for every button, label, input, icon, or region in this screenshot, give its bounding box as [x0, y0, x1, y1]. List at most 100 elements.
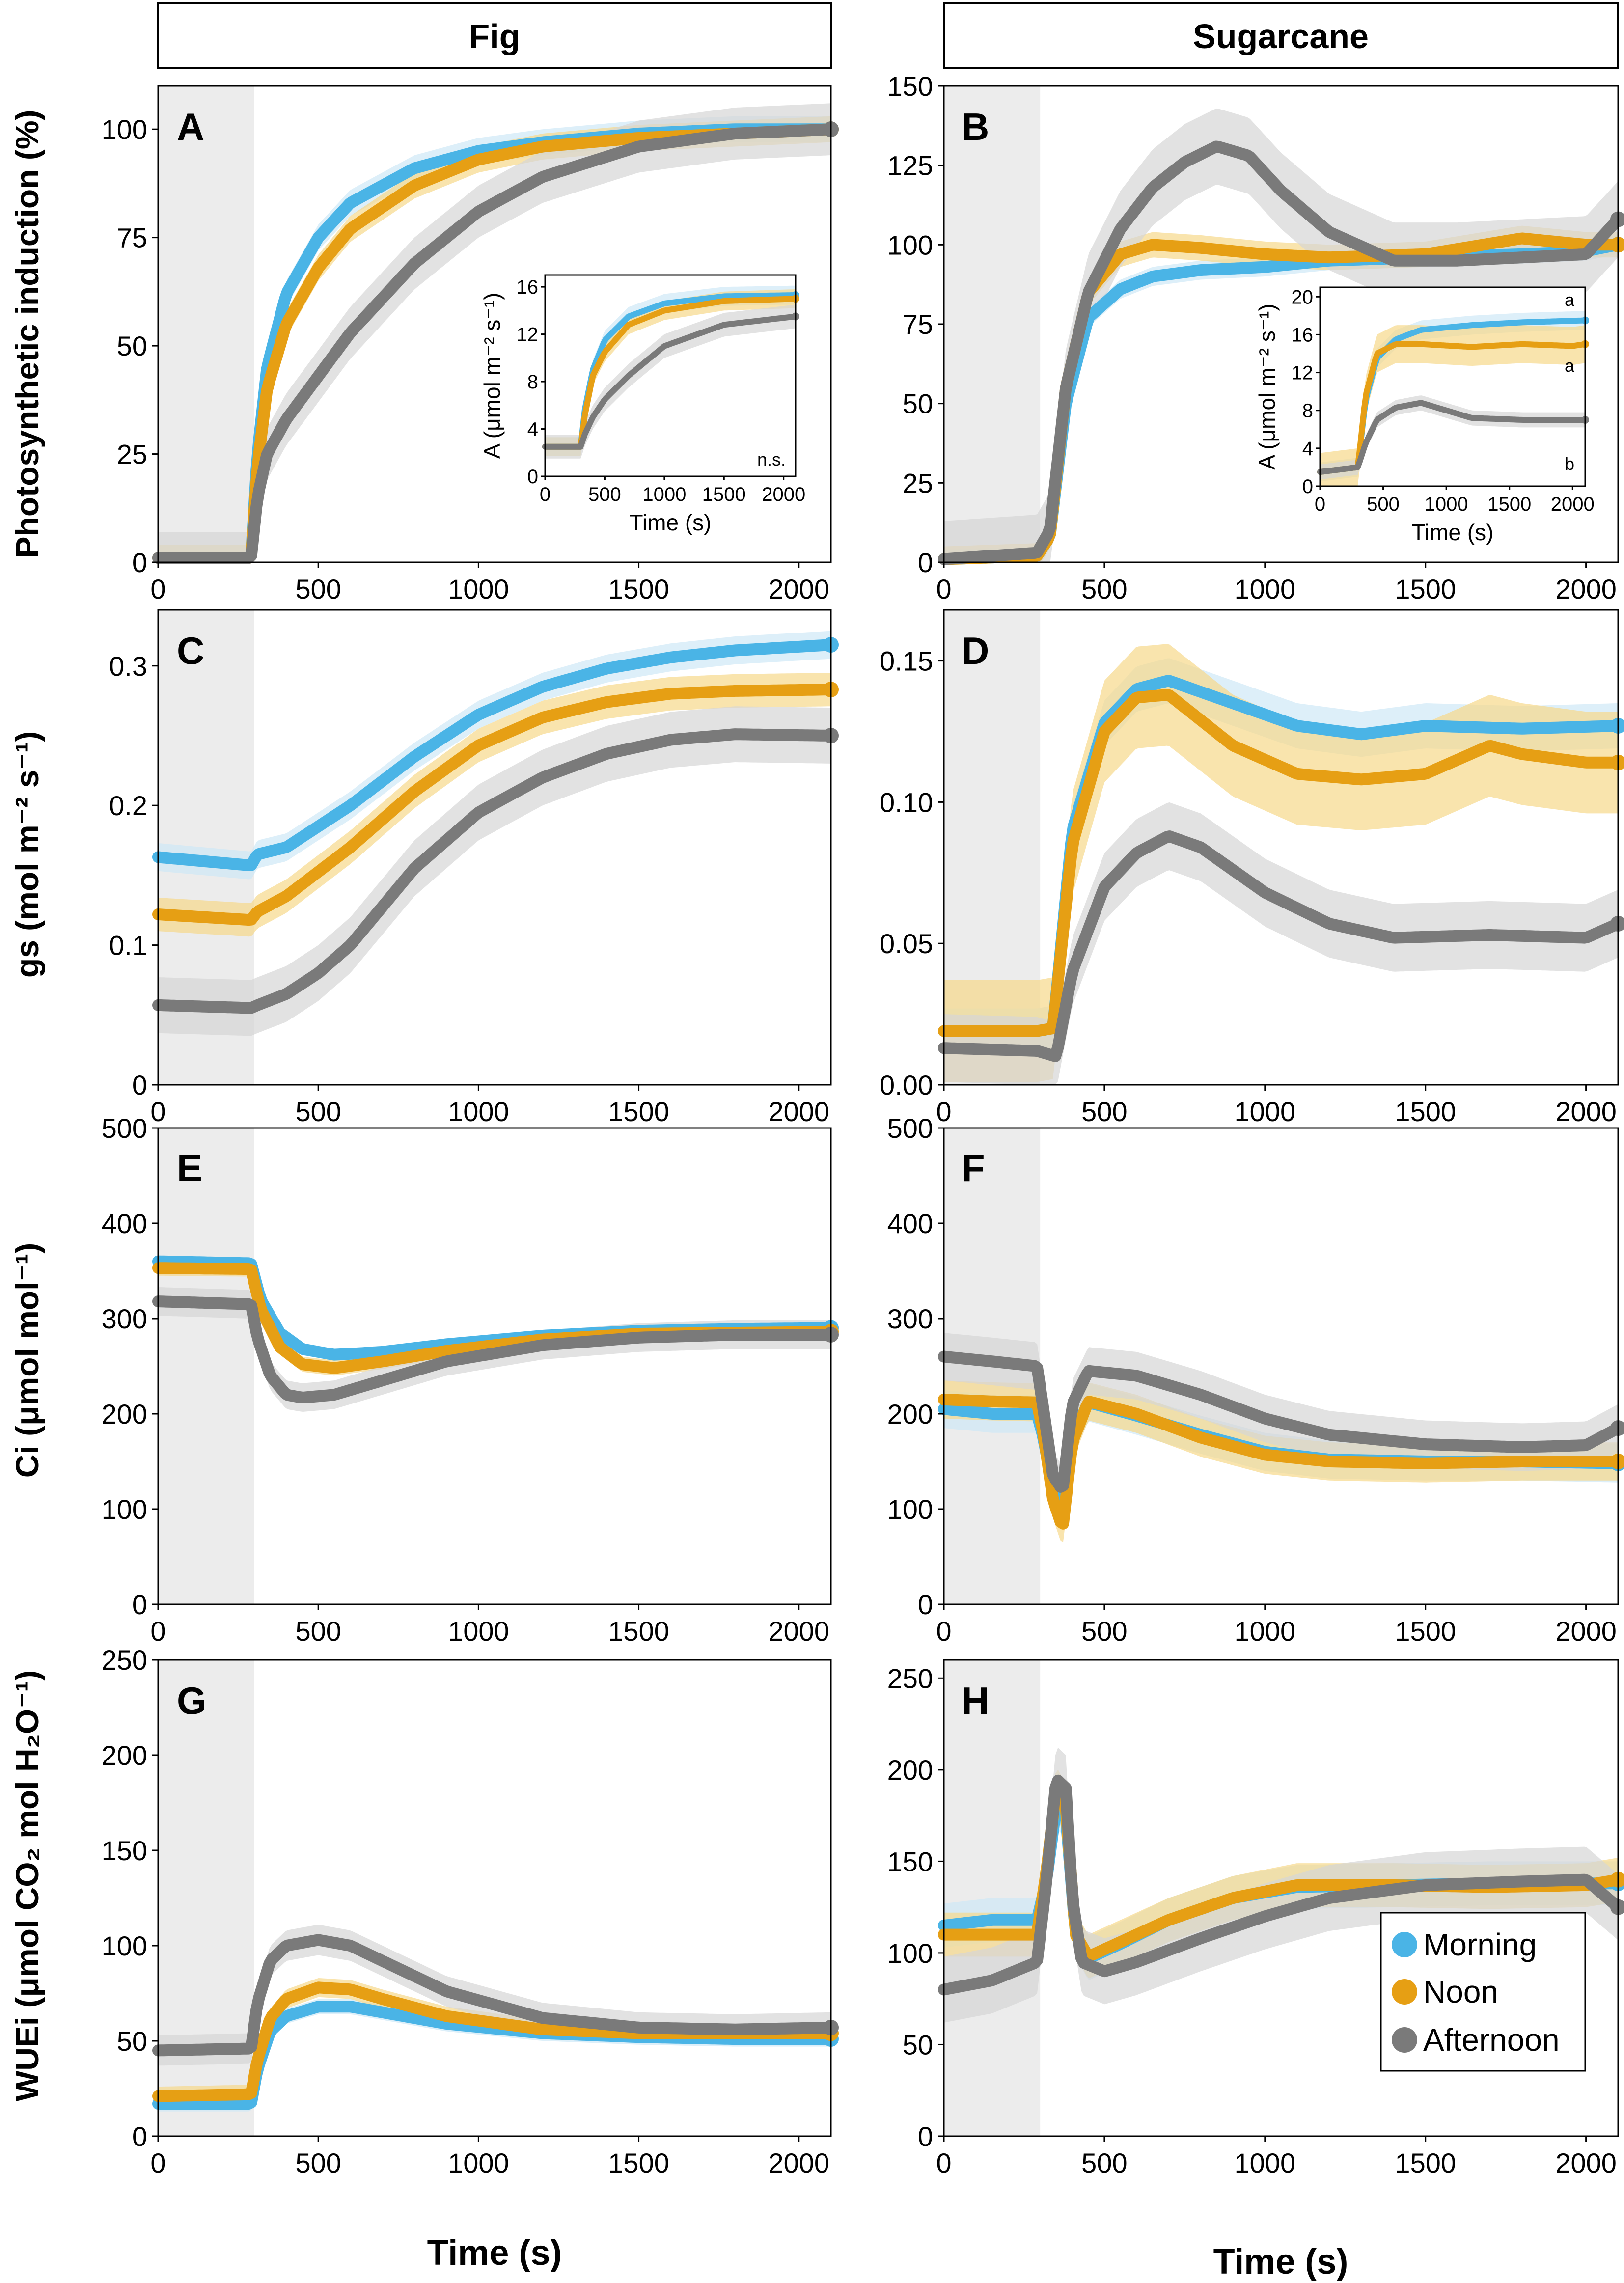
- y-tick-label: 0.1: [109, 930, 147, 961]
- y-axis-label-ci-text: Ci (μmol mol⁻¹): [9, 1243, 45, 1478]
- x-tick-label: 2000: [768, 1096, 829, 1127]
- y-axis-label-gs: gs (mol m⁻² s⁻¹): [9, 731, 45, 978]
- y-tick-label: 0: [918, 1589, 933, 1620]
- x-tick-label: 500: [1081, 1616, 1127, 1647]
- series-line-afternoon: [938, 1774, 1624, 1996]
- significance-label: b: [1565, 454, 1574, 474]
- x-tick-label: 1000: [1235, 1096, 1296, 1127]
- x-tick-label: 1000: [448, 1616, 509, 1647]
- x-tick-label: 0: [936, 1616, 951, 1647]
- significance-label: a: [1565, 356, 1575, 376]
- x-tick-label: 0: [150, 1096, 165, 1127]
- inset-y-tick-label: 12: [517, 324, 539, 346]
- x-tick-label: 500: [295, 1616, 341, 1647]
- legend-label-noon: Noon: [1423, 1974, 1498, 2009]
- x-tick-label: 2000: [768, 1616, 829, 1647]
- column-header-fig: Fig: [157, 2, 832, 69]
- panel-letter: D: [962, 629, 989, 672]
- inset-y-tick-label: 4: [1302, 438, 1313, 460]
- x-tick-label: 0: [936, 574, 951, 605]
- legend-label-morning: Morning: [1423, 1927, 1537, 1962]
- inset-y-tick-label: 8: [1302, 400, 1313, 422]
- y-tick-label: 200: [102, 1740, 147, 1771]
- x-tick-label: 1000: [1235, 1616, 1296, 1647]
- y-tick-label: 400: [102, 1208, 147, 1239]
- inset-x-tick-label: 500: [1367, 494, 1400, 515]
- x-tick-label: 1500: [1395, 1616, 1456, 1647]
- panel-letter: B: [962, 105, 989, 148]
- y-tick-label: 0.05: [880, 928, 933, 959]
- plot-background: [944, 1128, 1618, 1604]
- error-band-afternoon: [944, 108, 1618, 562]
- inset-series-line-noon: [1317, 341, 1588, 475]
- error-band-afternoon: [158, 103, 831, 563]
- x-tick-label: 2000: [1555, 1096, 1617, 1127]
- dark-period-band: [158, 86, 254, 562]
- y-tick-label: 250: [887, 1663, 933, 1694]
- panel-letter: A: [177, 105, 204, 148]
- y-tick-label: 0: [132, 1070, 147, 1100]
- x-tick-label: 1500: [608, 2147, 669, 2178]
- y-tick-label: 0: [132, 2121, 147, 2152]
- y-tick-label: 250: [102, 1645, 147, 1676]
- legend-label-afternoon: Afternoon: [1423, 2022, 1560, 2058]
- plot-background: [158, 1660, 831, 2136]
- inset-error-band-noon: [1320, 325, 1585, 486]
- y-tick-label: 150: [887, 71, 933, 102]
- y-tick-label: 50: [903, 2029, 933, 2060]
- inset-x-tick-label: 1500: [1487, 494, 1531, 515]
- filled-circle-icon: [1392, 2027, 1417, 2053]
- significance-label: a: [1565, 290, 1575, 310]
- x-tick-label: 1000: [448, 2147, 509, 2178]
- x-axis-title-fig: Time (s): [427, 2233, 562, 2273]
- inset-plot-frame: [544, 274, 797, 477]
- plot-frame: [157, 609, 832, 1086]
- y-tick-label: 50: [117, 330, 147, 361]
- inset-plot-frame: [1319, 286, 1586, 487]
- y-tick-label: 75: [117, 222, 147, 253]
- error-band-noon: [944, 1769, 1618, 1979]
- y-axis-label-induction-text: Photosynthetic induction (%): [9, 110, 45, 558]
- inset-x-tick-label: 2000: [762, 484, 805, 505]
- x-tick-label: 2000: [1555, 2147, 1617, 2178]
- y-tick-label: 150: [887, 1846, 933, 1877]
- dark-period-band: [944, 86, 1041, 562]
- x-tick-label: 1500: [608, 574, 669, 605]
- series-line-morning: [152, 639, 837, 871]
- inset-y-tick-label: 8: [527, 371, 538, 393]
- inset-y-tick-label: 20: [1292, 286, 1314, 308]
- y-tick-label: 200: [887, 1399, 933, 1430]
- y-tick-label: 100: [102, 114, 147, 145]
- y-tick-label: 500: [102, 1113, 147, 1144]
- x-tick-label: 2000: [1555, 1616, 1617, 1647]
- x-tick-label: 500: [1081, 574, 1127, 605]
- x-tick-label: 1500: [1395, 2147, 1456, 2178]
- column-header-fig-box: [157, 2, 832, 69]
- series-end-point-noon: [1610, 754, 1624, 770]
- x-tick-label: 1500: [1395, 1096, 1456, 1127]
- y-tick-label: 0.2: [109, 790, 147, 821]
- panel-letter: F: [962, 1146, 985, 1189]
- legend-item-noon: Noon: [1392, 1974, 1498, 2009]
- panel-g: 0 50 100 150 200 250 0 500 1000 1500 2000 G: [102, 1645, 839, 2178]
- column-header-sugarcane-title: Sugarcane: [1193, 17, 1369, 55]
- legend: Morning Noon Afternoon: [1380, 1912, 1586, 2072]
- inset-y-tick-label: 12: [1292, 362, 1314, 384]
- x-tick-label: 0: [936, 1096, 951, 1127]
- legend-item-afternoon: Afternoon: [1392, 2022, 1560, 2058]
- series-end-point-noon: [1610, 1454, 1624, 1469]
- filled-circle-icon: [1392, 1979, 1417, 2005]
- y-axis-label-ci: Ci (μmol mol⁻¹): [9, 1243, 45, 1478]
- inset-y-tick-label: 0: [1302, 476, 1313, 497]
- y-axis-label-gs-text: gs (mol m⁻² s⁻¹): [9, 731, 45, 978]
- y-tick-label: 100: [102, 1494, 147, 1525]
- panel-e: 0 100 200 300 400 500 0 500 1000 1500 2000 E: [102, 1113, 839, 1647]
- x-tick-label: 1000: [448, 574, 509, 605]
- y-tick-label: 0.00: [880, 1070, 933, 1100]
- plot-frame: [943, 1127, 1619, 1605]
- x-tick-label: 500: [295, 574, 341, 605]
- panel-letter: C: [177, 629, 204, 672]
